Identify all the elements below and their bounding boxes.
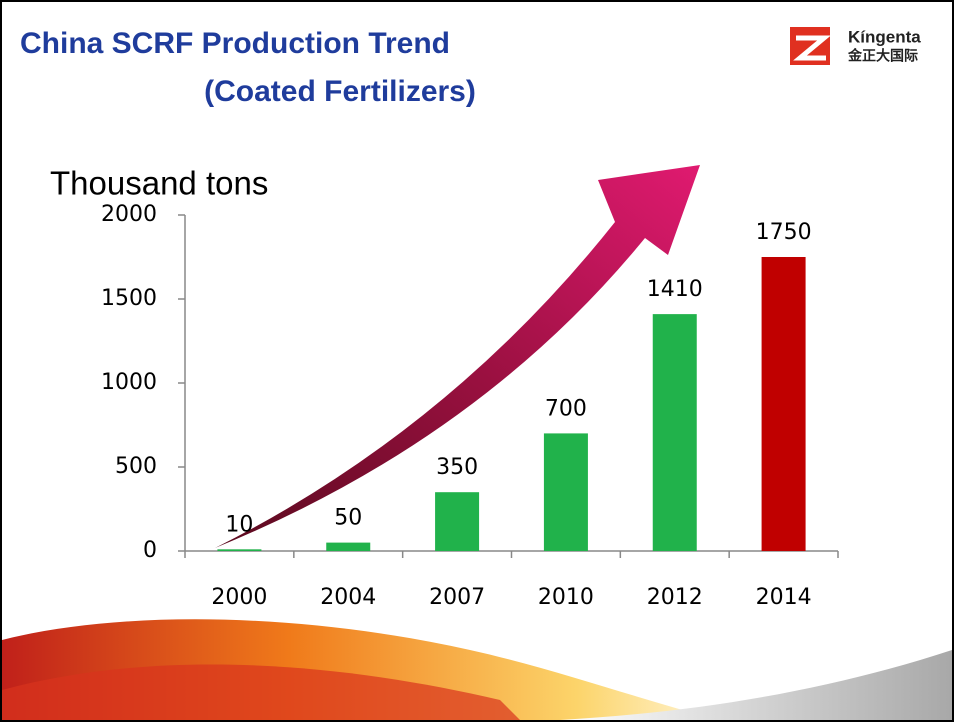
trend-arrow xyxy=(215,165,700,548)
logo: Kíngenta 金正大国际 xyxy=(790,27,921,65)
x-tick-label: 2007 xyxy=(429,585,485,610)
logo-mark xyxy=(793,35,831,61)
decor-swoosh xyxy=(2,664,520,720)
y-tick-label: 1500 xyxy=(101,286,157,311)
data-label: 50 xyxy=(334,506,362,531)
data-label: 1410 xyxy=(647,277,703,302)
y-tick-label: 1000 xyxy=(101,370,157,395)
x-tick-label: 2010 xyxy=(538,585,594,610)
y-axis-label: Thousand tons xyxy=(50,165,268,202)
bar xyxy=(326,542,371,551)
data-label: 350 xyxy=(436,455,478,480)
bar xyxy=(435,492,480,551)
decor-swoosh xyxy=(560,650,952,720)
data-label: 700 xyxy=(545,396,587,421)
data-label: 10 xyxy=(225,512,253,537)
bar xyxy=(543,433,588,551)
data-label: 1750 xyxy=(756,220,812,245)
x-tick-label: 2000 xyxy=(211,585,267,610)
chart-subtitle: (Coated Fertilizers) xyxy=(204,75,476,108)
x-tick-label: 2012 xyxy=(647,585,703,610)
y-tick-label: 2000 xyxy=(101,202,157,227)
x-tick-label: 2004 xyxy=(320,585,376,610)
logo-name: Kíngenta xyxy=(848,27,921,46)
y-tick-label: 0 xyxy=(143,538,157,563)
y-tick-label: 500 xyxy=(115,454,157,479)
bar xyxy=(761,257,806,551)
bar xyxy=(652,314,697,551)
logo-name-cn: 金正大国际 xyxy=(847,48,918,64)
chart-title: China SCRF Production Trend xyxy=(20,27,450,60)
bar xyxy=(217,549,262,551)
x-tick-label: 2014 xyxy=(756,585,812,610)
